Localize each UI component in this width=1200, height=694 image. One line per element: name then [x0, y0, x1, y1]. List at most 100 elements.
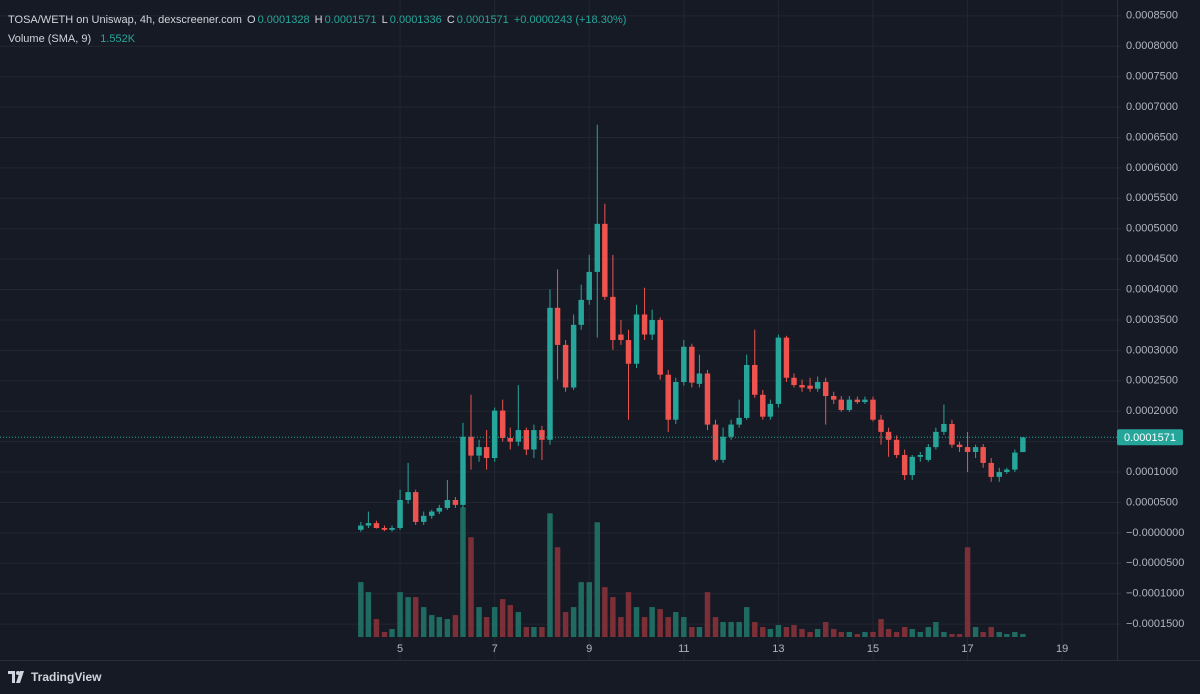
volume-bar — [964, 547, 971, 637]
y-tick-label: 0.0007000 — [1126, 101, 1178, 113]
candle-body — [933, 431, 939, 448]
volume-bar — [1020, 634, 1026, 637]
candle-body — [397, 500, 403, 528]
candle-body — [381, 528, 388, 530]
volume-bar — [610, 597, 616, 637]
candle-body — [752, 364, 758, 395]
volume-bar — [444, 619, 451, 637]
candle-body — [681, 346, 687, 383]
volume-bar — [523, 627, 530, 637]
candle-body — [594, 223, 601, 272]
volume-bar — [531, 627, 537, 637]
volume-bar — [814, 629, 821, 637]
y-tick-label: −0.0001500 — [1126, 618, 1184, 630]
volume-bar — [949, 634, 955, 637]
volume-bar — [704, 592, 711, 637]
candle-body — [996, 472, 1002, 477]
volume-bar — [452, 615, 459, 637]
last-price-label: 0.0001571 — [1124, 432, 1176, 444]
volume-bar — [901, 627, 908, 637]
ohlc-key: O — [247, 14, 256, 26]
volume-bar — [736, 622, 742, 637]
volume-bar — [476, 607, 482, 637]
volume-bar — [917, 632, 923, 637]
candle-body — [696, 373, 703, 384]
volume-bar — [358, 582, 364, 637]
volume-bar — [885, 629, 892, 637]
volume-bar — [436, 617, 443, 637]
candle-body — [767, 403, 774, 417]
candle-body — [893, 439, 900, 456]
volume-bar — [807, 632, 813, 637]
candle-body — [712, 424, 719, 460]
volume-bar — [507, 605, 513, 637]
volume-bar — [696, 627, 703, 637]
y-tick-label: −0.0000500 — [1126, 557, 1184, 569]
y-tick-label: 0.0003500 — [1126, 314, 1178, 326]
candle-body — [429, 511, 435, 516]
candle-body — [1012, 452, 1018, 470]
candle-body — [554, 307, 561, 345]
candle-body — [452, 500, 459, 505]
candle-body — [665, 374, 671, 420]
candle-body — [578, 299, 584, 325]
candle-body — [373, 523, 380, 528]
volume-bar — [429, 615, 435, 637]
volume-legend: Volume (SMA, 9) 1.552K — [8, 33, 137, 45]
candle-body — [949, 423, 955, 445]
candle-body — [885, 431, 892, 440]
candle-body — [625, 340, 632, 364]
candle-body — [547, 307, 553, 440]
volume-bar — [657, 609, 663, 637]
volume-bar — [1012, 632, 1018, 637]
y-tick-label: 0.0002000 — [1126, 405, 1178, 417]
volume-bar — [712, 617, 719, 637]
volume-bar — [515, 612, 522, 637]
candle-body — [412, 492, 419, 522]
volume-bar — [791, 625, 797, 637]
brand-logo — [8, 671, 24, 683]
candle-body — [641, 314, 648, 335]
x-tick-label: 19 — [1056, 643, 1068, 655]
ohlc-key: C — [446, 14, 455, 26]
candle-body — [483, 447, 490, 459]
volume-bar — [720, 622, 726, 637]
volume-bar — [760, 627, 766, 637]
volume-bar — [483, 617, 490, 637]
brand[interactable]: TradingView — [8, 670, 101, 684]
candle-body — [743, 364, 750, 418]
volume-bar — [870, 632, 876, 637]
volume-bar — [468, 537, 474, 637]
volume-bar — [854, 634, 861, 637]
candle-body — [870, 399, 876, 420]
y-tick-label: 0.0004000 — [1126, 283, 1178, 295]
y-tick-label: 0.0002500 — [1126, 375, 1178, 387]
volume-bar — [689, 627, 695, 637]
volume-bar — [491, 607, 498, 637]
volume-bar — [499, 599, 506, 637]
volume-bar — [941, 632, 947, 637]
candle-body — [507, 437, 513, 442]
candle-body — [980, 447, 986, 463]
candle-body — [988, 462, 994, 477]
volume-bar — [783, 627, 790, 637]
candle-body — [854, 399, 861, 403]
volume-bar — [420, 607, 427, 637]
candle-body — [531, 430, 537, 450]
volume-bar — [397, 592, 403, 637]
candle-body — [964, 447, 971, 452]
volume-bar — [972, 627, 979, 637]
volume-bar — [602, 587, 608, 637]
volume-bar — [846, 632, 853, 637]
y-tick-label: 0.0003000 — [1126, 344, 1178, 356]
volume-bar — [775, 625, 782, 637]
candle-body — [728, 424, 734, 437]
candle-body — [760, 394, 766, 417]
ohlc-value: 0.0001571 — [324, 14, 377, 26]
candle-body — [972, 447, 979, 452]
y-tick-label: 0.0008500 — [1126, 10, 1178, 22]
candle-body — [814, 382, 821, 389]
candle-body — [704, 373, 711, 425]
volume-bar — [822, 622, 829, 637]
